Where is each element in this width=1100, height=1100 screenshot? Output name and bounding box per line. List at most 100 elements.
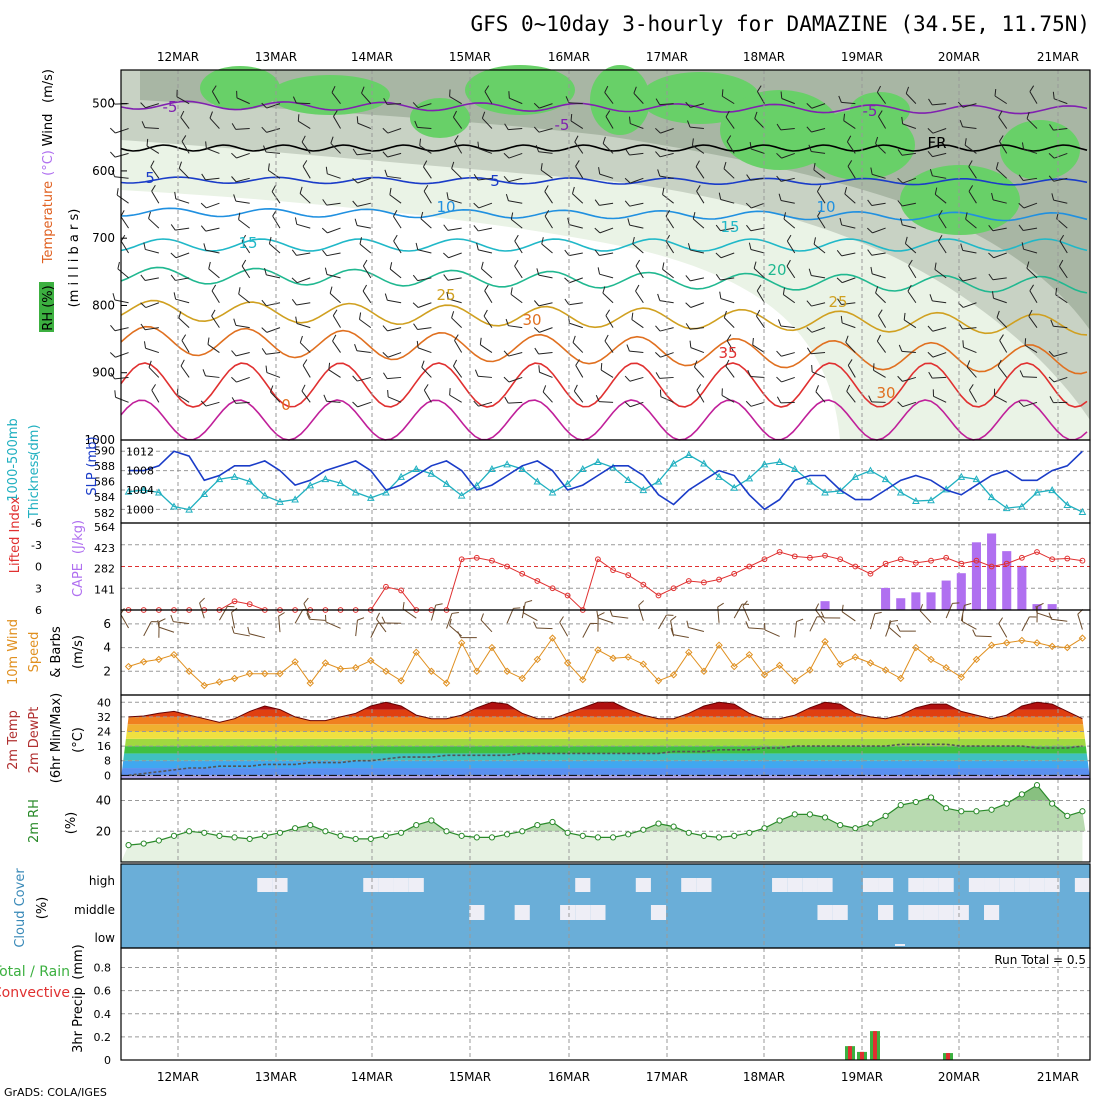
wind-barb [145,248,159,254]
cape-tick-label: 141 [94,583,115,596]
wind-barb [332,340,341,353]
wind-barb [816,191,826,204]
lifted-index-point [564,592,571,599]
wind-barb [817,216,826,229]
wind-barb-flag [415,242,419,250]
wind-barb [357,177,371,184]
wind-barb [478,202,493,209]
lifted-index-point [958,560,965,567]
wind-barb-flag [209,111,213,119]
wind-barb-flag [600,363,603,371]
wind-barb [114,299,129,304]
wind-barb-flag [957,101,964,108]
temp-band [121,760,1090,769]
rh-legend-swatch [39,282,54,332]
wind-barb [723,168,735,179]
wind-barb [539,327,553,333]
wind-speed-point [972,655,981,664]
wind-barb-flag [1048,153,1055,159]
rh-point [776,817,783,824]
wind-barb-flag [533,102,540,109]
wind-barb-flag [176,387,179,395]
wind-barb [932,352,947,358]
wind-barb [934,269,947,279]
wind-barb [1029,290,1038,304]
wind-barb [362,265,372,279]
wind-barb [781,352,795,357]
wind-barb [419,145,432,154]
wind-barb-flag [301,135,306,143]
rh-point [307,822,314,829]
temp-band [121,775,1090,779]
wind-barb [811,371,826,378]
wind-barb [932,376,947,379]
cape-bar [987,533,997,610]
wind-barb [963,302,977,308]
wind-barb-flag [454,334,459,341]
wind-speed-point [912,643,920,652]
lifted-index-point [791,553,798,560]
wind-barb [630,123,644,129]
wind-barb-flag [143,341,147,349]
wind-barb [387,103,402,105]
wind-barb-flag [247,626,250,634]
wind-barb [1026,267,1038,279]
wind-barb [180,365,190,378]
wind-barb [387,396,402,403]
wind-barb-flag [897,149,903,156]
slp-label: SLP [85,472,100,495]
wind-barb-flag [140,323,146,330]
cape-label: CAPE [71,563,86,597]
thickness-point [548,488,557,496]
wind-barb [145,347,160,354]
wind-barb [211,290,220,304]
thickness-point [972,475,981,483]
wind-barb-flag [594,227,601,234]
wind-barb [875,292,886,304]
wind-barb [752,344,765,353]
wind-barb [872,173,886,179]
wind-barb-flag [141,121,146,128]
cloud-high-block [363,878,379,892]
cloud-middle-block [575,905,591,920]
wind-barb-flag [898,344,903,352]
wind-barb-flag [596,610,599,618]
rh-point [1064,812,1071,819]
wind-barb-flag [481,111,486,119]
wind-barb [387,175,402,179]
wind-barb-flag [897,401,903,408]
lifted-index-label: Lifted Index [8,496,23,573]
wind-barb-flag [241,259,247,267]
wind-barb [847,166,856,179]
wind-barb [960,605,965,622]
wind-barb-flag [181,135,187,142]
wind-barb-flag [934,262,937,270]
wind-barb [298,120,311,129]
wind-barb-flag [692,212,696,220]
wind-barb [998,116,1008,129]
wind-barb-flag [382,151,388,158]
wind-barb-flag [972,629,977,637]
rh-point [322,828,329,835]
millibars-label: (m i l l i b a r s) [67,209,82,308]
wind-speed-point [367,656,375,665]
wind-barb [992,277,1007,281]
wind-speed-point [881,666,890,674]
cloud-high-block [1074,878,1090,892]
wind-barb-flag [503,152,510,159]
wind-barb-flag [294,217,298,225]
wind-barb [116,194,129,204]
wind-barb [631,319,644,329]
wind-barb-flag [693,360,698,368]
wind-barb-flag [742,600,748,607]
bottom-date-label: 13MAR [255,1070,297,1084]
wind-barb [143,621,152,637]
wind-barb-flag [998,110,1003,118]
wind-barb-flag [421,360,425,368]
wind-barb [145,103,159,109]
wind-barb-flag [261,348,267,355]
wind-barb-flag [1059,234,1065,242]
contour-label: 25 [436,286,455,304]
wind-speed-point [1078,634,1087,642]
credit-label: GrADS: COLA/IGES [4,1086,107,1099]
